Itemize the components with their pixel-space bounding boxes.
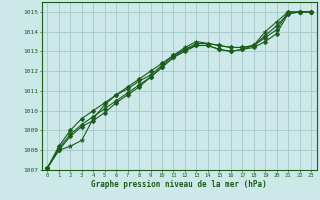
X-axis label: Graphe pression niveau de la mer (hPa): Graphe pression niveau de la mer (hPa): [91, 180, 267, 189]
